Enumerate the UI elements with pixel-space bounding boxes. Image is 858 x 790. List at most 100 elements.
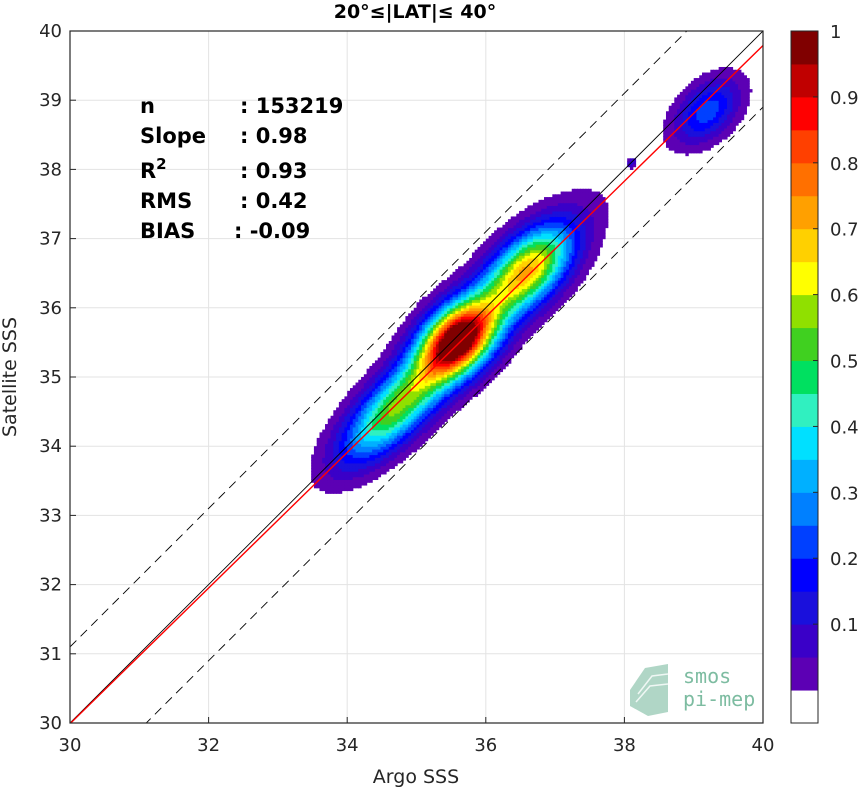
density-cell xyxy=(435,341,440,345)
density-cell xyxy=(416,432,420,436)
density-cell xyxy=(535,230,540,234)
density-cell xyxy=(319,482,323,486)
density-cell xyxy=(419,310,423,314)
density-cell xyxy=(441,313,445,317)
density-cell xyxy=(330,479,334,483)
density-cell xyxy=(505,274,509,278)
density-cell xyxy=(388,341,393,345)
density-cell xyxy=(510,324,515,328)
density-cell xyxy=(530,274,534,278)
density-cell xyxy=(519,244,523,248)
density-cell xyxy=(405,407,409,411)
density-cell xyxy=(394,393,398,397)
density-cell xyxy=(510,227,515,231)
density-cell xyxy=(485,349,490,353)
density-cell xyxy=(374,388,379,392)
density-cell xyxy=(386,440,390,445)
density-cell xyxy=(538,318,542,323)
density-cell xyxy=(446,299,451,303)
density-cell xyxy=(499,255,504,259)
density-cell xyxy=(369,424,373,428)
density-cell xyxy=(374,465,379,469)
density-cell xyxy=(366,385,370,389)
density-cell xyxy=(363,471,368,475)
density-cell xyxy=(325,457,329,461)
density-cell xyxy=(441,335,445,339)
density-cell xyxy=(599,199,603,204)
density-cell xyxy=(399,424,404,428)
density-cell xyxy=(344,429,348,433)
density-cell xyxy=(388,451,393,456)
density-cell xyxy=(444,379,448,384)
density-cell xyxy=(677,108,681,112)
density-cell xyxy=(449,404,454,409)
density-cell xyxy=(355,454,359,458)
density-cell xyxy=(455,282,459,287)
density-cell xyxy=(313,471,318,475)
density-cell xyxy=(682,147,686,151)
density-cell xyxy=(410,429,415,433)
density-cell xyxy=(463,354,467,359)
density-cell xyxy=(325,443,329,447)
density-cell xyxy=(510,343,515,348)
density-cell xyxy=(455,388,459,392)
density-cell xyxy=(546,230,551,234)
density-cell xyxy=(704,100,709,104)
density-cell xyxy=(416,410,420,414)
density-cell xyxy=(702,91,706,96)
density-cell xyxy=(441,305,445,309)
density-cell xyxy=(474,266,479,270)
density-cell xyxy=(408,399,412,403)
density-cell xyxy=(325,454,329,458)
chart-title: 20°≤|LAT|≤ 40° xyxy=(334,1,497,23)
density-cell xyxy=(408,429,412,433)
density-cell xyxy=(347,451,351,456)
density-cell xyxy=(671,136,675,140)
density-cell xyxy=(330,451,334,456)
density-cell xyxy=(358,421,362,425)
density-cell xyxy=(347,426,351,431)
density-cell xyxy=(433,324,437,328)
density-cell xyxy=(441,282,445,287)
density-cell xyxy=(424,421,429,425)
density-cell xyxy=(372,432,376,436)
density-cell xyxy=(557,249,562,254)
density-cell xyxy=(394,332,398,337)
density-cell xyxy=(405,432,409,436)
density-cell xyxy=(571,194,576,198)
density-cell xyxy=(527,277,531,281)
density-cell xyxy=(410,404,415,409)
density-cell xyxy=(521,263,526,267)
density-cell xyxy=(402,324,407,328)
density-cell xyxy=(363,446,368,450)
density-cell xyxy=(361,426,365,431)
density-cell xyxy=(452,329,456,334)
density-cell xyxy=(355,418,359,422)
density-cell xyxy=(341,446,346,450)
density-cell xyxy=(394,382,398,386)
density-cell xyxy=(338,465,343,469)
density-cell xyxy=(424,437,429,442)
density-cell xyxy=(483,374,487,378)
density-cell xyxy=(474,346,479,350)
density-cell xyxy=(494,291,498,295)
density-cell xyxy=(477,363,481,367)
density-cell xyxy=(585,194,589,198)
density-cell xyxy=(663,125,667,129)
density-cell xyxy=(466,269,470,273)
density-cell xyxy=(408,451,412,456)
density-cell xyxy=(688,138,692,143)
density-cell xyxy=(593,230,598,234)
density-cell xyxy=(452,390,456,395)
density-cell xyxy=(519,299,523,303)
density-cell xyxy=(485,244,490,248)
density-cell xyxy=(494,371,498,375)
density-cell xyxy=(336,418,340,422)
density-cell xyxy=(458,349,462,353)
density-cell xyxy=(546,288,551,292)
density-cell xyxy=(677,127,681,132)
density-cell xyxy=(541,202,545,206)
density-cell xyxy=(458,329,462,334)
density-cell xyxy=(466,382,470,386)
density-cell xyxy=(485,277,490,281)
